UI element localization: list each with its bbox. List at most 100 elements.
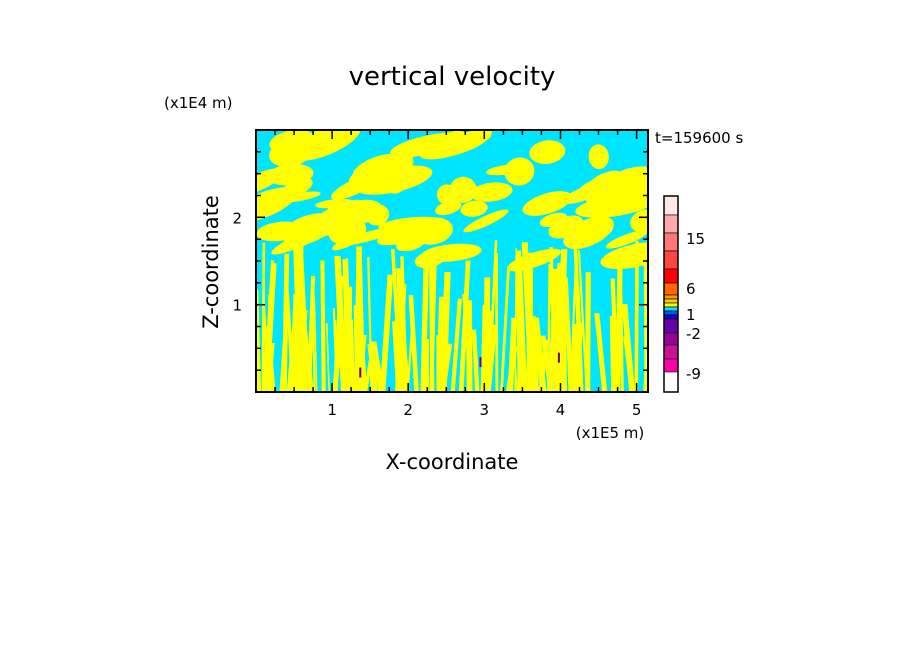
x-unit-label: (x1E5 m) [576,424,645,442]
field-streak [408,295,419,392]
field-streak [363,348,375,392]
colorbar-tick-label: -2 [686,325,701,343]
colorbar-tick-label: 6 [686,280,696,298]
field-streak [471,329,480,392]
colorbar-segment [663,332,679,346]
field-blob [276,191,321,203]
field-streak [293,247,303,392]
axes: 1 2 3 4 5 1 2 [232,129,649,419]
field-streak [343,339,351,392]
field-blob [421,243,482,262]
field-streak [391,249,403,392]
field-blob [463,209,509,233]
field-blob [365,204,390,226]
field-streak [507,317,517,392]
field-streak [495,253,499,392]
field-streak [515,262,525,392]
field-blob [436,184,458,205]
field-streak [320,260,326,392]
field-blob [396,234,426,252]
field-downdraft-core [359,367,362,378]
colorbar-segment [663,282,679,296]
chart-title: vertical velocity [349,62,556,92]
field-streak [466,300,473,392]
field-streak [572,324,576,392]
field-streak [424,339,430,392]
field-streak [577,250,588,392]
y-axis-label: Z-coordinate [199,195,223,329]
colorbar-segment [663,306,679,312]
field-streak [634,240,639,392]
field-streak [521,242,535,392]
field-streak [379,274,394,392]
field-blob [444,133,491,151]
colorbar-segment [663,294,679,300]
field-blob [268,139,312,167]
colorbar-segment [663,195,679,216]
colorbar-tick-label: 1 [686,306,696,324]
field-streak [484,329,496,392]
field-blob [585,177,648,210]
colorbar-segment [663,214,679,234]
field-streak [585,272,591,392]
field-blob [563,216,614,250]
field-downdraft-core [479,357,482,368]
colorbar-frame [663,195,679,393]
field-streak [282,291,287,392]
field-blob [485,164,528,176]
field-blob [377,219,442,246]
field-streak [500,267,510,392]
colorbar-segment [663,314,679,320]
colorbar-segment [663,318,679,334]
y-tick-label: 1 [232,297,242,315]
field-streak [643,288,648,392]
field-blob [588,170,621,189]
field-streak [256,289,262,392]
field-streak [261,242,266,392]
field-blob [460,200,488,217]
colorbar-segment [663,250,679,270]
field-blob [267,163,314,186]
field-streak [538,339,549,392]
field-streak [332,276,344,392]
field-blob [588,144,609,170]
field-streak [557,309,568,392]
plot-area [256,130,648,392]
field-blob [282,213,335,245]
field-blob [281,177,313,198]
field-blob [529,140,566,164]
colorbar-segment [663,358,679,373]
x-tick-label: 5 [632,401,642,419]
field-streak [616,345,623,392]
field-streak [263,307,270,392]
colorbar-tick-label: -9 [686,365,701,383]
field-streak [621,304,635,392]
field-streak [267,343,275,392]
field-streak [548,268,559,392]
field-streak [353,305,362,392]
field-streak [429,259,437,392]
field-blob [256,187,297,223]
field-streak [610,278,620,392]
field-streak [440,272,451,392]
colorbar-tick-label: 15 [686,230,705,248]
colorbar-segment [663,302,679,308]
field-streak [420,264,429,392]
colorbar: 15 6 1-2 -9 [663,195,705,393]
colorbar-segment [663,344,679,360]
field-blob [352,153,402,180]
y-tick-label: 2 [232,209,242,227]
x-axis-label: X-coordinate [386,450,519,474]
field-blob [435,200,462,216]
field-blob [522,191,573,216]
field-streak [325,323,330,392]
x-tick-label: 2 [403,401,413,419]
field-streak [266,263,277,392]
x-tick-label: 4 [556,401,566,419]
field-blob [470,182,513,202]
field-downdraft-core [557,352,560,363]
field-blob [355,165,433,195]
x-tick-label: 3 [480,401,490,419]
field-streak [334,256,348,392]
